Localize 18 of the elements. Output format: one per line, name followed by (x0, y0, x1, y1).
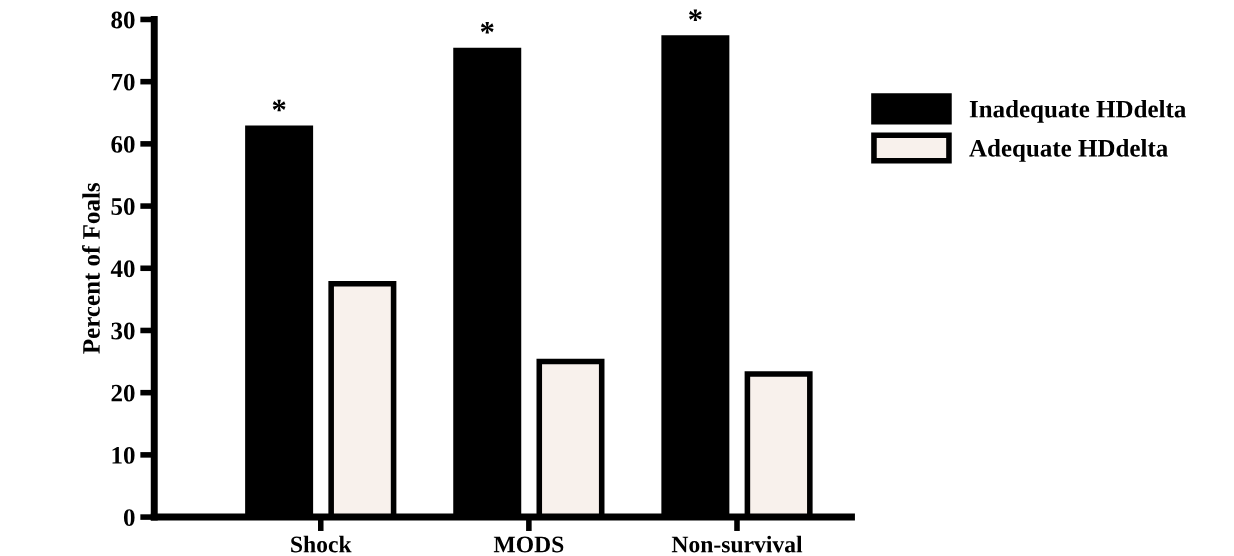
y-tick-label: 80 (111, 11, 135, 29)
legend-label: Adequate HDdelta (969, 139, 1168, 162)
y-tick-label: 20 (111, 384, 135, 402)
annotation: * (480, 22, 494, 34)
x-tick-label: MODS (493, 536, 564, 553)
y-axis-title: Percent of Foals (82, 183, 100, 354)
annotation: * (272, 99, 286, 112)
y-tick-label: 0 (123, 509, 135, 526)
y-tick-label: 30 (111, 322, 135, 340)
y-tick-label: 40 (110, 260, 135, 278)
annotation: * (689, 9, 702, 22)
x-tick-label: Non-survival (671, 535, 803, 553)
x-tick-label: Shock (291, 535, 352, 553)
legend-label: Inadequate HDdelta (969, 100, 1186, 123)
y-tick-label: 70 (111, 73, 135, 91)
y-tick-label: 50 (111, 198, 135, 215)
y-tick-label: 10 (112, 446, 135, 464)
y-tick-label: 60 (111, 135, 135, 153)
